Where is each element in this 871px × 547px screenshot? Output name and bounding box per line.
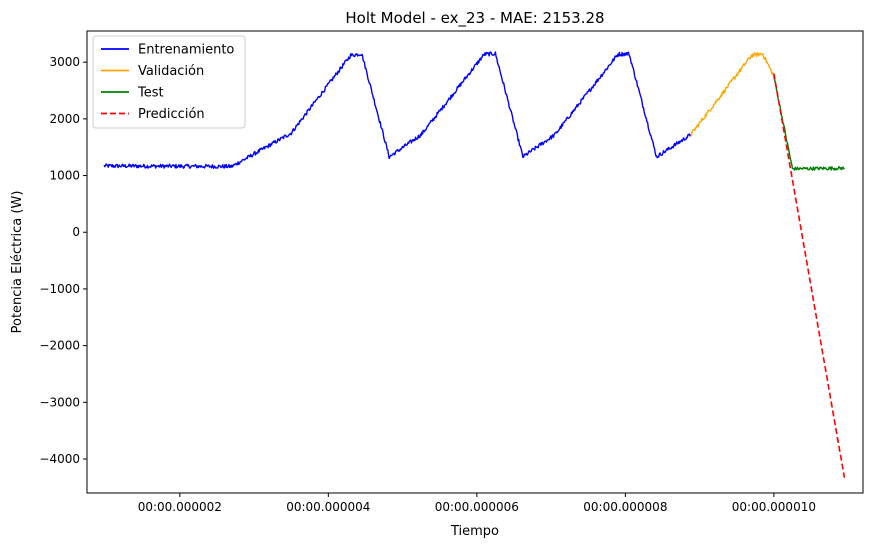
y-axis-label: Potencia Eléctrica (W) — [10, 191, 25, 334]
series-line-3 — [773, 76, 845, 171]
series-line-1 — [103, 51, 692, 170]
y-tick-label: 0 — [72, 225, 80, 239]
x-tick-label: 00:00.000004 — [286, 500, 370, 514]
legend-label: Entrenamiento — [138, 43, 234, 58]
series-layer — [103, 51, 846, 478]
x-axis-label: Tiempo — [450, 524, 499, 539]
legend-label: Test — [137, 86, 164, 101]
x-axis: 00:00.000002 00:00.000004 00:00.000006 00:0… — [138, 493, 816, 514]
legend-label: Validación — [138, 64, 204, 79]
x-tick-label: 00:00.000010 — [732, 500, 816, 514]
series-line-2 — [690, 51, 775, 137]
y-tick-label: 3000 — [49, 55, 80, 69]
x-tick-label: 00:00.000006 — [435, 500, 519, 514]
legend-label: Predicción — [138, 107, 205, 122]
y-tick-label: −2000 — [39, 339, 80, 353]
x-tick-label: 00:00.000008 — [583, 500, 667, 514]
plot-frame — [86, 30, 864, 494]
y-axis: 3000 2000 1000 0 −1000 −2000 −3000 −4000 — [39, 55, 87, 466]
y-tick-label: 1000 — [49, 169, 80, 183]
legend-box — [92, 35, 246, 129]
y-tick-label: −1000 — [39, 282, 80, 296]
y-tick-label: −3000 — [39, 395, 80, 409]
y-tick-label: −4000 — [39, 452, 80, 466]
x-tick-label: 00:00.000002 — [138, 500, 222, 514]
legend: Entrenamiento Validación Test Predicción — [92, 35, 246, 129]
chart-title: Holt Model - ex_23 - MAE: 2153.28 — [345, 9, 604, 28]
y-tick-label: 2000 — [49, 112, 80, 126]
series-line-4 — [773, 73, 846, 478]
